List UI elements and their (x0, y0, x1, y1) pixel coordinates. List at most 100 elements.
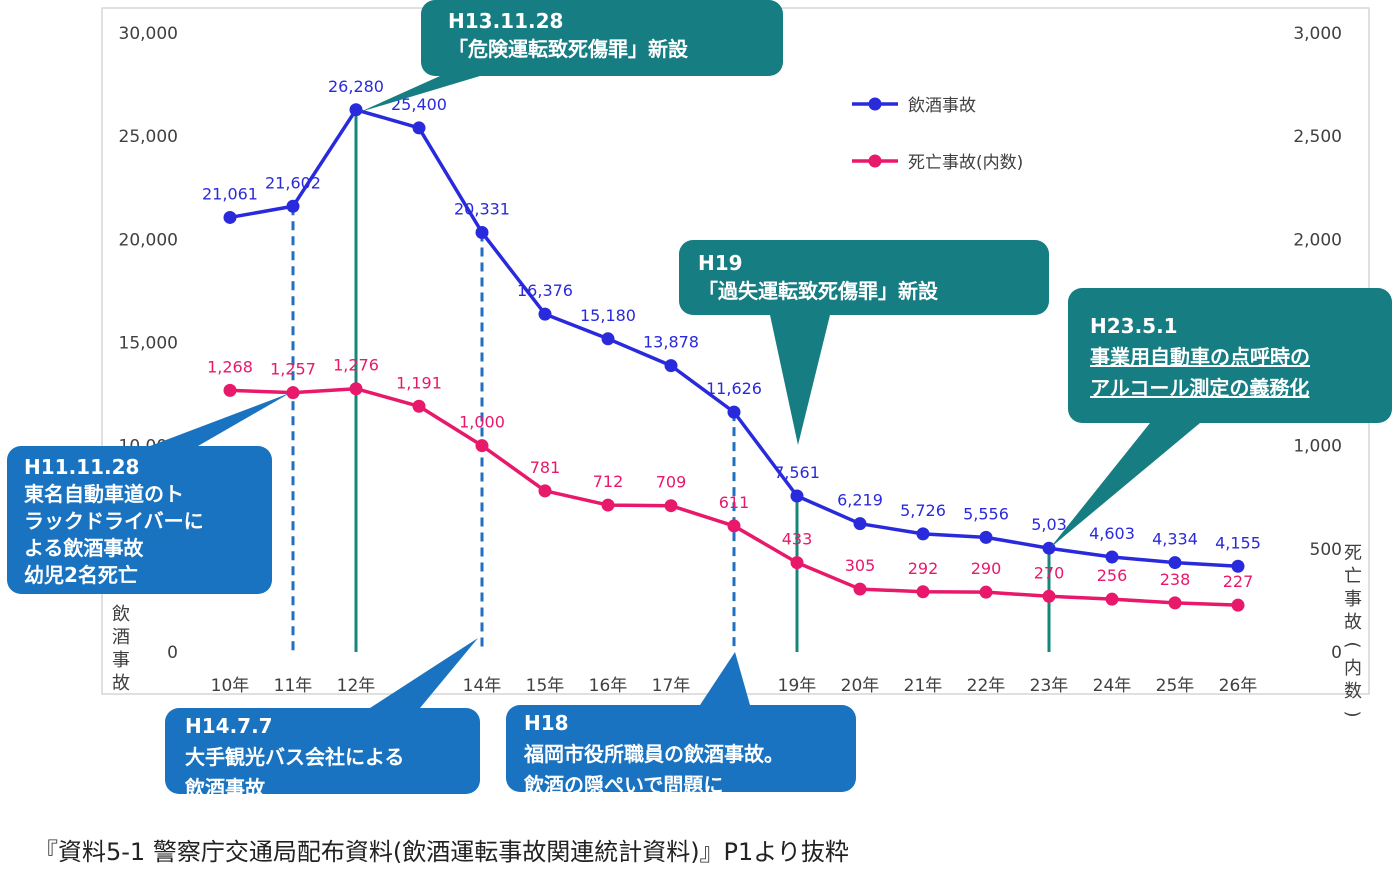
data-point (916, 527, 930, 541)
data-label: 1,268 (207, 357, 253, 376)
data-label: 11,626 (706, 379, 762, 398)
x-axis-tick-label: 16年 (589, 676, 628, 696)
data-label: 712 (593, 472, 624, 491)
x-axis-tick-label: 26年 (1219, 676, 1258, 696)
data-label: 7,561 (774, 463, 820, 482)
callout-box (7, 446, 272, 594)
data-point (790, 489, 804, 503)
callout-pointer (700, 652, 750, 705)
x-axis-tick-label: 22年 (967, 676, 1006, 696)
data-point (727, 405, 741, 419)
data-point (475, 439, 489, 453)
right-axis-tick-label: 2,000 (1293, 230, 1342, 250)
data-label: 21,061 (202, 184, 258, 203)
data-label: 433 (782, 530, 813, 549)
data-point (475, 226, 489, 240)
callout-text-line: H19 (698, 251, 743, 275)
right-axis-tick-label: 2,500 (1293, 127, 1342, 147)
right-axis-title-char: 死 (1344, 543, 1362, 564)
data-label: 13,878 (643, 333, 699, 352)
callout-text-line: H23.5.1 (1090, 314, 1178, 338)
callout-h18: H18 福岡市役所職員の飲酒事故。飲酒の隠ぺいで問題に (506, 652, 856, 797)
left-axis-title-char: 故 (112, 673, 130, 694)
data-point (601, 332, 615, 346)
right-axis-title-char: 事 (1344, 589, 1362, 610)
callout-text-line: 大手観光バス会社による (185, 745, 404, 769)
left-axis-tick-label: 25,000 (119, 127, 178, 147)
data-label: 4,603 (1089, 524, 1135, 543)
x-axis-tick-label: 20年 (841, 676, 880, 696)
data-label: 5,726 (900, 501, 946, 520)
x-axis-tick-label: 21年 (904, 676, 943, 696)
data-label: 4,155 (1215, 533, 1261, 552)
right-axis-tick-label: 1,000 (1293, 437, 1342, 457)
left-axis-tick-label: 15,000 (119, 334, 178, 354)
x-axis-tick-label: 14年 (463, 676, 502, 696)
data-point (412, 399, 426, 413)
data-label: 292 (908, 559, 939, 578)
data-point (538, 307, 552, 321)
legend-label: 死亡事故(内数) (908, 153, 1023, 173)
data-label: 227 (1223, 572, 1254, 591)
callout-box (165, 708, 480, 794)
callout-box (421, 0, 783, 76)
data-point (349, 382, 363, 396)
data-point (1168, 596, 1182, 610)
data-point (1042, 541, 1056, 555)
data-label: 1,276 (333, 356, 379, 375)
callout-text-line: 「危険運転致死傷罪」新設 (448, 37, 689, 61)
x-axis-tick-label: 25年 (1156, 676, 1195, 696)
callout-h13: H13.11.28 「危険運転致死傷罪」新設 (360, 0, 783, 112)
data-label: 1,000 (459, 413, 505, 432)
legend-swatch-marker (868, 154, 882, 168)
legend-swatch-marker (868, 97, 882, 111)
data-point (1168, 556, 1182, 570)
callout-text-line: 飲酒の隠ぺいで問題に (523, 773, 723, 797)
data-label: 1,257 (270, 360, 316, 379)
data-label: 26,280 (328, 77, 384, 96)
callouts: H13.11.28 「危険運転致死傷罪」新設 H19 「過失運転致死傷罪」新設 H23.… (7, 0, 1392, 800)
data-label: 16,376 (517, 281, 573, 300)
data-label: 25,400 (391, 95, 447, 114)
data-point (979, 530, 993, 544)
data-label: 6,219 (837, 491, 883, 510)
callout-text-line: 「過失運転致死傷罪」新設 (698, 279, 939, 303)
callout-text-line: 事業用自動車の点呼時の (1090, 345, 1310, 369)
right-axis-tick-label: 0 (1331, 643, 1342, 663)
data-point (916, 585, 930, 599)
callout-h19: H19 「過失運転致死傷罪」新設 (679, 240, 1049, 445)
data-point (853, 517, 867, 531)
data-labels: 21,061 21,602 26,280 25,400 20,331 16,376 15,1… (202, 77, 1261, 591)
x-axis-tick-label: 10年 (211, 676, 250, 696)
left-axis-title-char: 飲 (112, 604, 130, 625)
x-axis-tick-label: 23年 (1030, 676, 1069, 696)
data-label: 5,03 (1031, 515, 1067, 534)
data-point (538, 484, 552, 498)
callout-pointer (1050, 423, 1200, 548)
data-point (223, 210, 237, 224)
data-label: 611 (719, 493, 750, 512)
left-axis-tick-label: 20,000 (119, 230, 178, 250)
right-axis-title-char: 故 (1344, 612, 1362, 633)
data-label: 5,556 (963, 504, 1009, 523)
data-point (1105, 550, 1119, 564)
right-axis-title-char: 数 (1344, 681, 1362, 702)
callout-box (506, 705, 856, 792)
data-label: 781 (530, 458, 561, 477)
x-axis-tick-label: 11年 (274, 676, 313, 696)
data-label: 290 (971, 559, 1002, 578)
series-lines (223, 103, 1245, 612)
data-point (790, 556, 804, 570)
data-label: 270 (1034, 563, 1065, 582)
data-label: 305 (845, 556, 876, 575)
x-axis-tick-label: 17年 (652, 676, 691, 696)
x-axis-ticks: 10年11年12年14年15年16年17年119年20年21年22年23年24年… (211, 676, 1258, 696)
right-axis-title-char: ) (1342, 710, 1363, 717)
left-axis-title-char: 事 (112, 650, 130, 671)
